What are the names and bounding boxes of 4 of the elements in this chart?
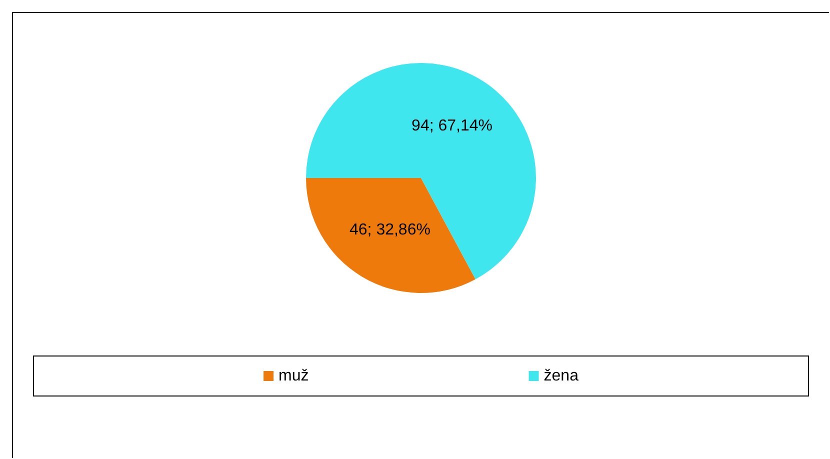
- data-label: 94; 67,14%: [412, 118, 493, 135]
- legend-label: muž: [278, 368, 309, 384]
- legend-label: žena: [544, 368, 579, 384]
- data-label: 46; 32,86%: [349, 221, 430, 238]
